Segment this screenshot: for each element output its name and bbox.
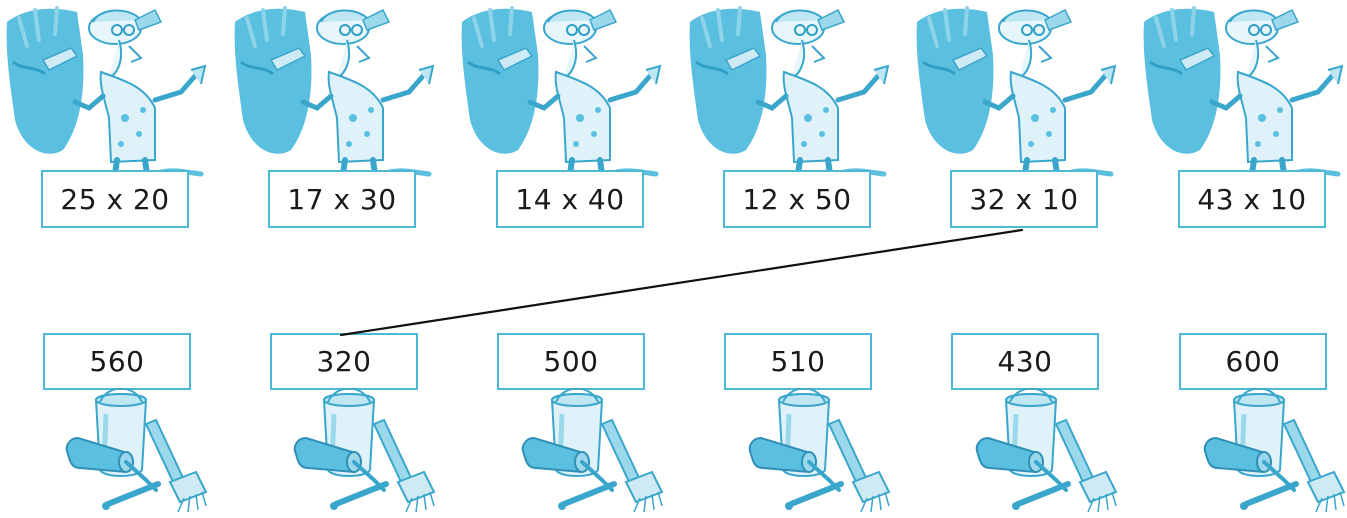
- expression-text: 14 x 40: [515, 183, 624, 216]
- painter-icon: [460, 0, 665, 180]
- answer-text: 320: [317, 345, 372, 378]
- answer-box[interactable]: 320: [270, 333, 418, 390]
- cleaning-kit-icon: [60, 388, 210, 516]
- painter-icon: [233, 0, 438, 180]
- answer-text: 500: [544, 345, 599, 378]
- painter-icon: [688, 0, 893, 180]
- answer-text: 510: [771, 345, 826, 378]
- expression-box[interactable]: 32 x 10: [950, 170, 1098, 228]
- painter-icon: [5, 0, 210, 180]
- expression-text: 17 x 30: [287, 183, 396, 216]
- answer-box[interactable]: 600: [1179, 333, 1327, 390]
- expression-box[interactable]: 43 x 10: [1178, 170, 1326, 228]
- expression-text: 32 x 10: [969, 183, 1078, 216]
- expression-text: 12 x 50: [742, 183, 851, 216]
- answer-box[interactable]: 510: [724, 333, 872, 390]
- expression-box[interactable]: 12 x 50: [723, 170, 871, 228]
- cleaning-kit-icon: [288, 388, 438, 516]
- expression-text: 25 x 20: [60, 183, 169, 216]
- expression-box[interactable]: 17 x 30: [268, 170, 416, 228]
- painter-icon: [1142, 0, 1347, 180]
- expression-text: 43 x 10: [1197, 183, 1306, 216]
- answer-text: 560: [90, 345, 145, 378]
- expression-box[interactable]: 25 x 20: [41, 170, 189, 228]
- cleaning-kit-icon: [516, 388, 666, 516]
- answer-box[interactable]: 560: [43, 333, 191, 390]
- cleaning-kit-icon: [970, 388, 1120, 516]
- cleaning-kit-icon: [1198, 388, 1347, 516]
- answer-box[interactable]: 430: [951, 333, 1099, 390]
- answer-text: 430: [998, 345, 1053, 378]
- answer-text: 600: [1226, 345, 1281, 378]
- cleaning-kit-icon: [743, 388, 893, 516]
- answer-box[interactable]: 500: [497, 333, 645, 390]
- painter-icon: [915, 0, 1120, 180]
- expression-box[interactable]: 14 x 40: [496, 170, 644, 228]
